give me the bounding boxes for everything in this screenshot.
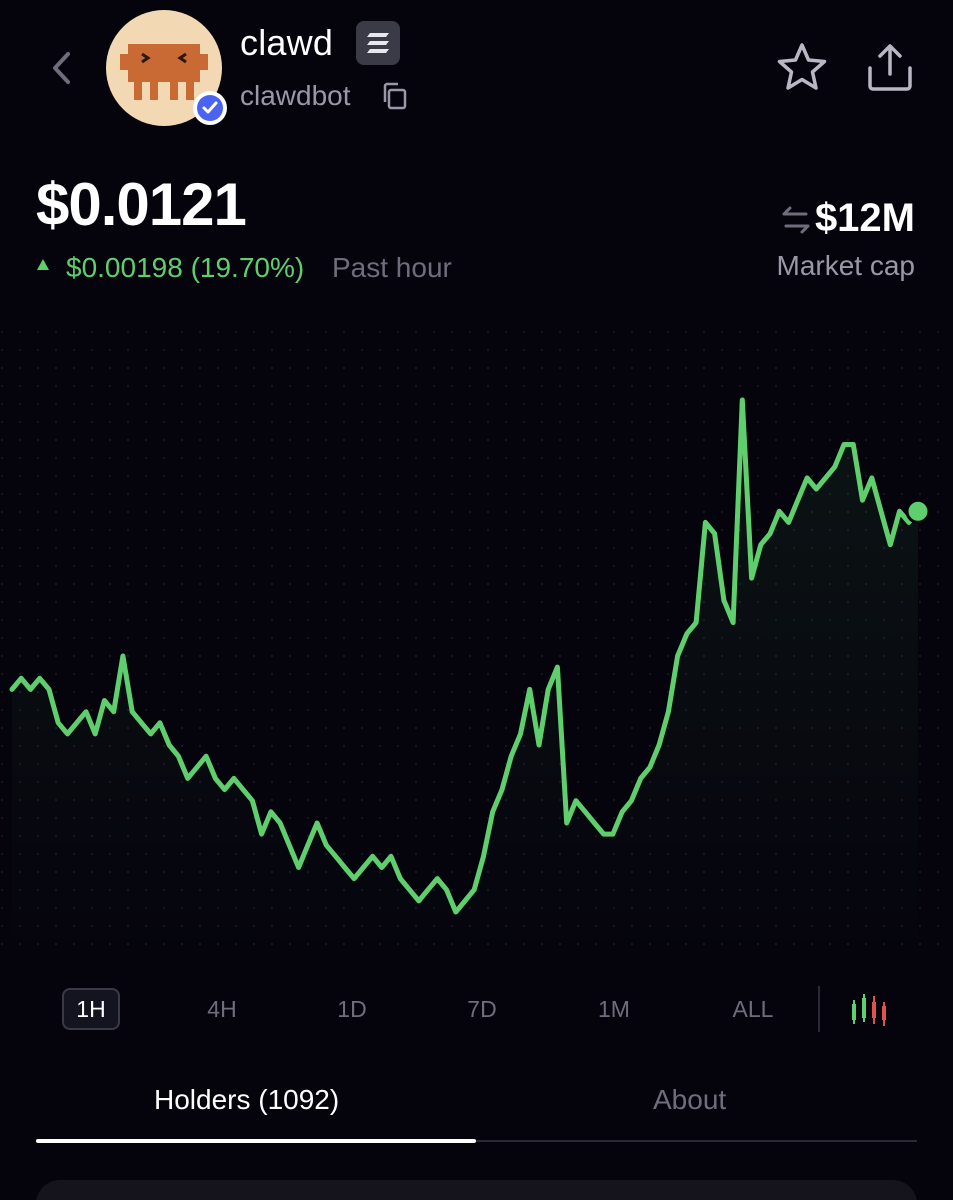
price-change: $0.00198 (19.70%) [66,252,305,283]
change-period: Past hour [332,252,452,283]
timeframe-1h[interactable]: 1H [62,988,120,1030]
token-handle: clawdbot [240,80,351,111]
star-icon[interactable] [774,40,830,96]
timeframe-1d[interactable]: 1D [337,995,367,1022]
copy-icon[interactable] [382,82,408,110]
tab-about[interactable]: About [653,1084,727,1115]
crab-logo-icon [120,44,208,100]
verified-badge-icon [192,90,228,126]
market-cap-value[interactable]: $12M [814,196,915,240]
timeframe-divider [818,986,820,1032]
back-chevron-icon [53,52,70,84]
candlestick-chart-icon[interactable] [846,990,892,1030]
tab-holders[interactable]: Holders (1092) [154,1084,340,1115]
up-arrow-icon [36,258,50,272]
token-price: $0.0121 [36,171,247,238]
tab-active-indicator [36,1139,476,1143]
avatar [106,10,222,126]
back-button[interactable] [44,44,80,92]
token-name: clawd [240,22,334,63]
market-cap-label: Market cap [776,250,916,281]
share-icon[interactable] [862,40,918,96]
timeframe-7d[interactable]: 7D [467,995,497,1022]
timeframe-4h[interactable]: 4H [207,995,237,1022]
price-chart[interactable] [0,330,953,960]
timeframe-1m[interactable]: 1M [598,995,630,1022]
swap-icon[interactable] [780,204,812,236]
timeframe-all[interactable]: ALL [732,995,774,1022]
solana-icon [356,21,400,65]
current-price-dot [905,498,931,524]
price-line [9,397,921,915]
holders-card [36,1180,917,1200]
tab-divider [36,1140,917,1142]
price-area [12,400,918,960]
